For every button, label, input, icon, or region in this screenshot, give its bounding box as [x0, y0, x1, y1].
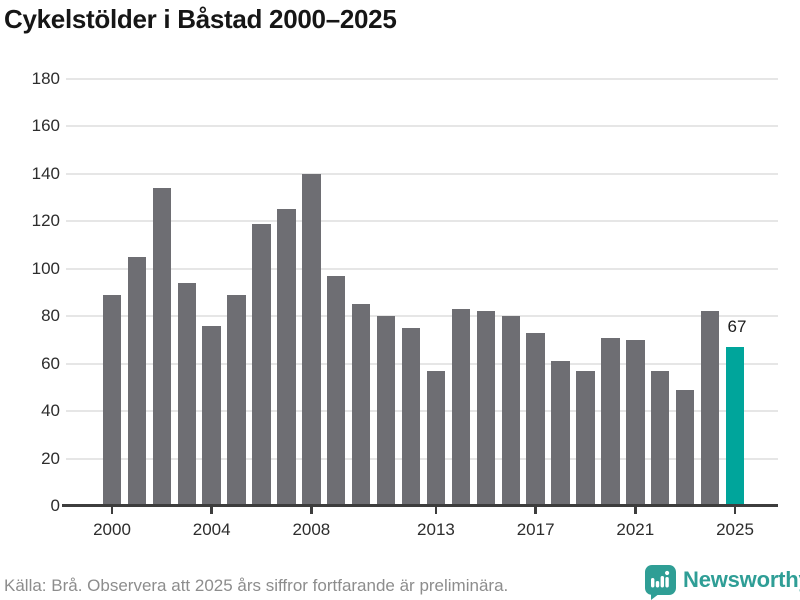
x-axis-label-2008: 2008: [292, 520, 331, 539]
y-axis-label-40: 40: [41, 401, 60, 421]
bar-2009: [327, 275, 346, 507]
bar-2017: [526, 332, 545, 507]
x-axis-tick-2000: [110, 507, 114, 514]
bar-2005: [227, 294, 246, 507]
highlight-value-label: 67: [727, 317, 747, 337]
gridline-160: [66, 125, 778, 128]
source-note: Källa: Brå. Observera att 2025 års siffr…: [4, 576, 509, 595]
gridline-20: [66, 457, 778, 460]
newsworthy-logo: Newsworthy: [644, 564, 800, 600]
newsworthy-logo-icon: [645, 565, 676, 600]
bar-2004: [202, 325, 221, 507]
x-axis-tick-2021: [634, 507, 637, 514]
x-axis-label-2017: 2017: [516, 520, 555, 539]
x-axis-tick-2025: [733, 507, 737, 514]
y-axis-label-80: 80: [41, 306, 60, 326]
y-axis-label-0: 0: [50, 496, 60, 515]
x-axis-label-2021: 2021: [616, 520, 655, 539]
bar-2024: [700, 311, 720, 507]
bar-2023: [675, 389, 695, 507]
bar-2002: [152, 188, 172, 507]
bar-2022: [651, 370, 670, 507]
x-axis-tick-2013: [434, 507, 438, 514]
newsworthy-logo-text: Newsworthy: [683, 567, 800, 592]
bar-2020: [601, 337, 620, 507]
gridline-100: [66, 267, 778, 270]
gridline-140: [66, 172, 778, 175]
bar-2007: [277, 209, 296, 507]
bar-2019: [576, 370, 595, 507]
y-axis-label-160: 160: [31, 116, 60, 136]
bar-2021: [626, 339, 645, 507]
bar-2025: [725, 347, 745, 507]
bar-2003: [177, 283, 196, 507]
x-axis-label-2025: 2025: [716, 520, 754, 539]
y-axis-label-140: 140: [31, 163, 60, 183]
plot-area: 0 20 40 60 80 100 120 140 160 180 2000 2004 2008 2013…: [31, 69, 778, 539]
y-axis-label-120: 120: [31, 211, 60, 231]
bar-2010: [352, 304, 371, 507]
y-axis-label-20: 20: [41, 448, 60, 468]
gridline-180: [66, 78, 778, 80]
y-axis-label-100: 100: [31, 258, 60, 278]
bar-2013: [426, 370, 446, 507]
x-axis-line: [62, 504, 778, 507]
gridline-120: [66, 220, 778, 223]
bar-2011: [376, 316, 396, 507]
bar-2018: [551, 361, 570, 507]
chart-title: Cykelstölder i Båstad 2000–2025: [4, 4, 397, 34]
bar-2012: [401, 328, 421, 507]
bar-2000: [102, 294, 122, 507]
x-axis-tick-2017: [534, 507, 537, 514]
x-axis-label-2000: 2000: [93, 520, 131, 539]
y-axis-label-180: 180: [31, 69, 60, 88]
gridline-60: [66, 362, 778, 365]
gridline-40: [66, 410, 778, 413]
x-axis-label-2004: 2004: [192, 520, 231, 539]
bar-2016: [501, 316, 520, 507]
bar-2008: [302, 173, 321, 507]
bar-2006: [252, 223, 271, 507]
x-axis-tick-2008: [310, 507, 313, 514]
x-axis-label-2013: 2013: [417, 520, 455, 539]
x-axis-tick-2004: [210, 507, 213, 514]
y-axis-label-60: 60: [41, 353, 60, 373]
bar-2015: [476, 311, 495, 507]
bar-2014: [451, 309, 471, 507]
bar-2001: [127, 256, 147, 507]
gridline-80: [66, 315, 778, 318]
